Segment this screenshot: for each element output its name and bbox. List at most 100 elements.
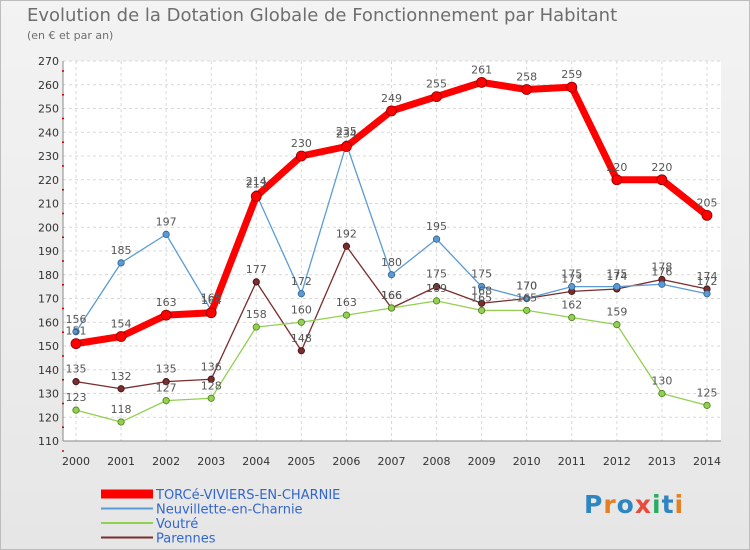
x-tick-label: 2011 — [558, 455, 586, 468]
y-tick-label: 150 — [38, 340, 59, 353]
data-point — [613, 283, 621, 291]
legend: TORCé-VIVIERS-EN-CHARNIENeuvillette-en-C… — [101, 488, 340, 547]
data-label: 261 — [471, 63, 492, 76]
data-label: 172 — [291, 275, 312, 288]
y-tick-label: 220 — [38, 174, 59, 187]
x-tick-label: 2002 — [152, 455, 180, 468]
data-point — [162, 230, 170, 238]
data-label: 165 — [516, 291, 537, 304]
data-point — [611, 174, 623, 186]
data-label: 220 — [651, 161, 672, 174]
data-label: 255 — [426, 78, 447, 91]
data-point — [387, 271, 396, 279]
data-point — [478, 283, 486, 291]
data-label: 235 — [336, 125, 357, 138]
x-tick-label: 2010 — [513, 455, 541, 468]
y-tick-label: 230 — [38, 150, 59, 163]
y-tick-label: 240 — [38, 126, 59, 139]
data-point — [297, 318, 305, 326]
data-point — [207, 375, 215, 383]
data-point — [568, 283, 576, 291]
data-point — [432, 297, 441, 305]
logo-letter: r — [603, 490, 617, 519]
x-tick-label: 2014 — [693, 455, 721, 468]
logo-letter: P — [584, 490, 604, 519]
data-point — [523, 306, 531, 314]
data-label: 175 — [426, 268, 447, 281]
x-tick-label: 2007 — [377, 455, 405, 468]
data-label: 151 — [66, 325, 87, 338]
data-point — [432, 283, 441, 291]
data-point — [162, 378, 170, 386]
data-label: 158 — [246, 308, 267, 321]
y-tick-label: 250 — [38, 103, 59, 116]
data-point — [72, 378, 80, 386]
data-label: 165 — [201, 291, 222, 304]
data-label: 125 — [696, 386, 717, 399]
data-point — [252, 278, 260, 286]
data-label: 169 — [426, 282, 447, 295]
data-point — [701, 209, 713, 221]
data-point — [431, 91, 442, 103]
x-tick-label: 2003 — [197, 455, 225, 468]
data-point — [72, 328, 80, 336]
y-tick-label: 140 — [38, 364, 59, 377]
data-point — [656, 174, 668, 186]
data-point — [476, 76, 488, 88]
y-tick-label: 160 — [38, 316, 59, 329]
data-label: 172 — [696, 275, 717, 288]
data-label: 258 — [516, 71, 537, 84]
y-tick-label: 130 — [38, 388, 59, 401]
data-label: 197 — [156, 215, 177, 228]
x-tick-label: 2008 — [423, 455, 451, 468]
data-label: 127 — [156, 382, 177, 395]
y-tick-label: 180 — [38, 269, 59, 282]
data-label: 174 — [696, 270, 717, 283]
data-point — [162, 397, 170, 405]
data-label: 220 — [606, 161, 627, 174]
proxiti-logo: Proxiti — [584, 490, 684, 519]
logo-letter: x — [634, 490, 652, 519]
data-point — [117, 385, 125, 393]
data-label: 177 — [246, 263, 267, 276]
series-layer — [70, 76, 713, 426]
data-label: 164 — [201, 294, 222, 307]
data-point — [478, 306, 486, 314]
data-point — [205, 307, 217, 319]
data-label: 148 — [291, 332, 312, 345]
data-label: 185 — [111, 244, 132, 257]
data-point — [566, 81, 578, 93]
data-label: 128 — [201, 379, 222, 392]
data-label: 156 — [66, 313, 87, 326]
x-tick-label: 2013 — [648, 455, 676, 468]
data-label: 213 — [246, 177, 267, 190]
data-point — [521, 84, 533, 95]
data-point — [115, 331, 127, 342]
data-point — [160, 309, 172, 321]
y-tick-label: 210 — [38, 198, 59, 211]
data-point — [341, 141, 352, 152]
data-label: 205 — [696, 196, 717, 209]
data-point — [523, 294, 531, 303]
data-point — [387, 304, 396, 312]
logo-letter: t — [661, 490, 675, 519]
data-point — [703, 290, 711, 298]
x-tick-label: 2004 — [242, 455, 270, 468]
chart-title: Evolution de la Dotation Globale de Fonc… — [27, 5, 618, 26]
data-label: 166 — [381, 289, 402, 302]
data-point — [432, 235, 441, 243]
data-point — [117, 259, 125, 267]
data-point — [703, 401, 711, 409]
data-label: 214 — [246, 175, 267, 188]
data-point — [658, 389, 666, 398]
data-label: 136 — [201, 360, 222, 373]
y-tick-label: 270 — [38, 55, 59, 68]
data-label: 178 — [651, 261, 672, 274]
x-tick-label: 2009 — [468, 455, 496, 468]
data-label: 160 — [291, 303, 312, 316]
data-label: 165 — [471, 291, 492, 304]
data-label: 166 — [381, 289, 402, 302]
legend-label: Neuvillette-en-Charnie — [156, 503, 303, 518]
